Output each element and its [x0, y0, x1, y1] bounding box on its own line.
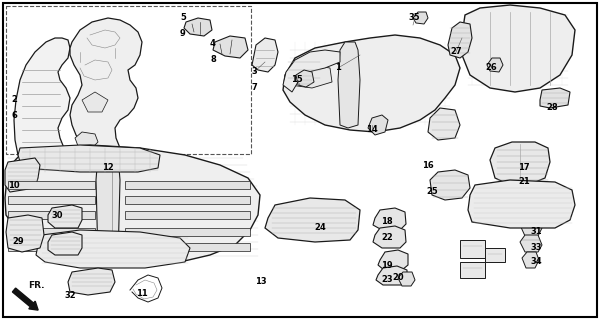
Polygon shape: [125, 181, 250, 189]
Polygon shape: [48, 205, 82, 228]
Polygon shape: [96, 148, 120, 262]
Polygon shape: [82, 92, 108, 112]
Text: 12: 12: [102, 164, 114, 172]
Text: 25: 25: [426, 188, 438, 196]
Text: 9: 9: [180, 28, 186, 37]
Text: 21: 21: [518, 178, 530, 187]
Bar: [460, 240, 485, 258]
Text: 8: 8: [210, 54, 216, 63]
Text: 33: 33: [530, 244, 542, 252]
Text: 26: 26: [485, 63, 497, 73]
Text: 5: 5: [180, 13, 186, 22]
Text: 4: 4: [210, 39, 216, 49]
Text: 11: 11: [136, 290, 148, 299]
Polygon shape: [8, 211, 95, 219]
Polygon shape: [490, 142, 550, 185]
Polygon shape: [18, 145, 160, 172]
Polygon shape: [430, 170, 470, 200]
Polygon shape: [8, 228, 95, 236]
Text: 30: 30: [51, 212, 63, 220]
Polygon shape: [290, 65, 332, 88]
Polygon shape: [283, 35, 460, 132]
Polygon shape: [378, 250, 408, 270]
Text: 23: 23: [381, 276, 393, 284]
Polygon shape: [338, 42, 360, 128]
Bar: [485, 248, 505, 262]
Text: 24: 24: [314, 223, 326, 233]
Text: 27: 27: [450, 47, 462, 57]
Polygon shape: [14, 38, 70, 158]
Text: 2: 2: [11, 95, 17, 105]
Polygon shape: [462, 5, 575, 92]
Text: 29: 29: [12, 237, 24, 246]
Text: 16: 16: [422, 161, 434, 170]
Polygon shape: [540, 88, 570, 108]
Polygon shape: [125, 243, 250, 251]
Text: 15: 15: [291, 76, 303, 84]
Text: 34: 34: [530, 258, 542, 267]
Text: 22: 22: [381, 233, 393, 242]
Text: 17: 17: [518, 163, 530, 172]
Polygon shape: [8, 196, 95, 204]
FancyArrow shape: [13, 288, 38, 310]
Polygon shape: [368, 115, 388, 135]
Polygon shape: [125, 196, 250, 204]
Text: 19: 19: [381, 260, 393, 269]
Polygon shape: [520, 235, 542, 252]
Bar: [6, 6, 251, 154]
Polygon shape: [428, 108, 460, 140]
Polygon shape: [5, 145, 260, 265]
Text: 13: 13: [255, 276, 267, 285]
Polygon shape: [125, 228, 250, 236]
Text: 20: 20: [392, 274, 404, 283]
Polygon shape: [487, 58, 503, 72]
Text: 32: 32: [64, 292, 76, 300]
Text: 6: 6: [11, 110, 17, 119]
Polygon shape: [520, 218, 542, 236]
Polygon shape: [68, 268, 115, 295]
Polygon shape: [413, 12, 428, 24]
Polygon shape: [296, 70, 314, 87]
Text: 10: 10: [8, 181, 20, 190]
Text: FR.: FR.: [28, 281, 44, 290]
Polygon shape: [213, 36, 248, 58]
Polygon shape: [8, 243, 95, 251]
Bar: [460, 262, 485, 278]
Polygon shape: [448, 22, 472, 58]
Polygon shape: [376, 266, 407, 285]
Polygon shape: [36, 230, 190, 268]
Polygon shape: [522, 252, 539, 268]
Text: 14: 14: [366, 125, 378, 134]
Text: 1: 1: [335, 63, 341, 73]
Polygon shape: [398, 272, 415, 286]
Text: 28: 28: [546, 103, 558, 113]
Polygon shape: [468, 180, 575, 228]
Polygon shape: [373, 208, 406, 230]
Polygon shape: [184, 18, 212, 36]
Text: 3: 3: [251, 68, 257, 76]
Polygon shape: [283, 50, 340, 92]
Polygon shape: [8, 181, 95, 189]
Polygon shape: [75, 132, 98, 148]
Polygon shape: [48, 232, 82, 255]
Text: 18: 18: [381, 218, 393, 227]
Polygon shape: [5, 158, 40, 192]
Text: 31: 31: [530, 228, 542, 236]
Polygon shape: [252, 38, 278, 72]
Polygon shape: [265, 198, 360, 242]
Polygon shape: [6, 215, 44, 252]
Text: 7: 7: [251, 83, 257, 92]
Text: 35: 35: [408, 13, 420, 22]
Polygon shape: [373, 226, 406, 248]
Polygon shape: [125, 211, 250, 219]
Polygon shape: [70, 18, 142, 158]
